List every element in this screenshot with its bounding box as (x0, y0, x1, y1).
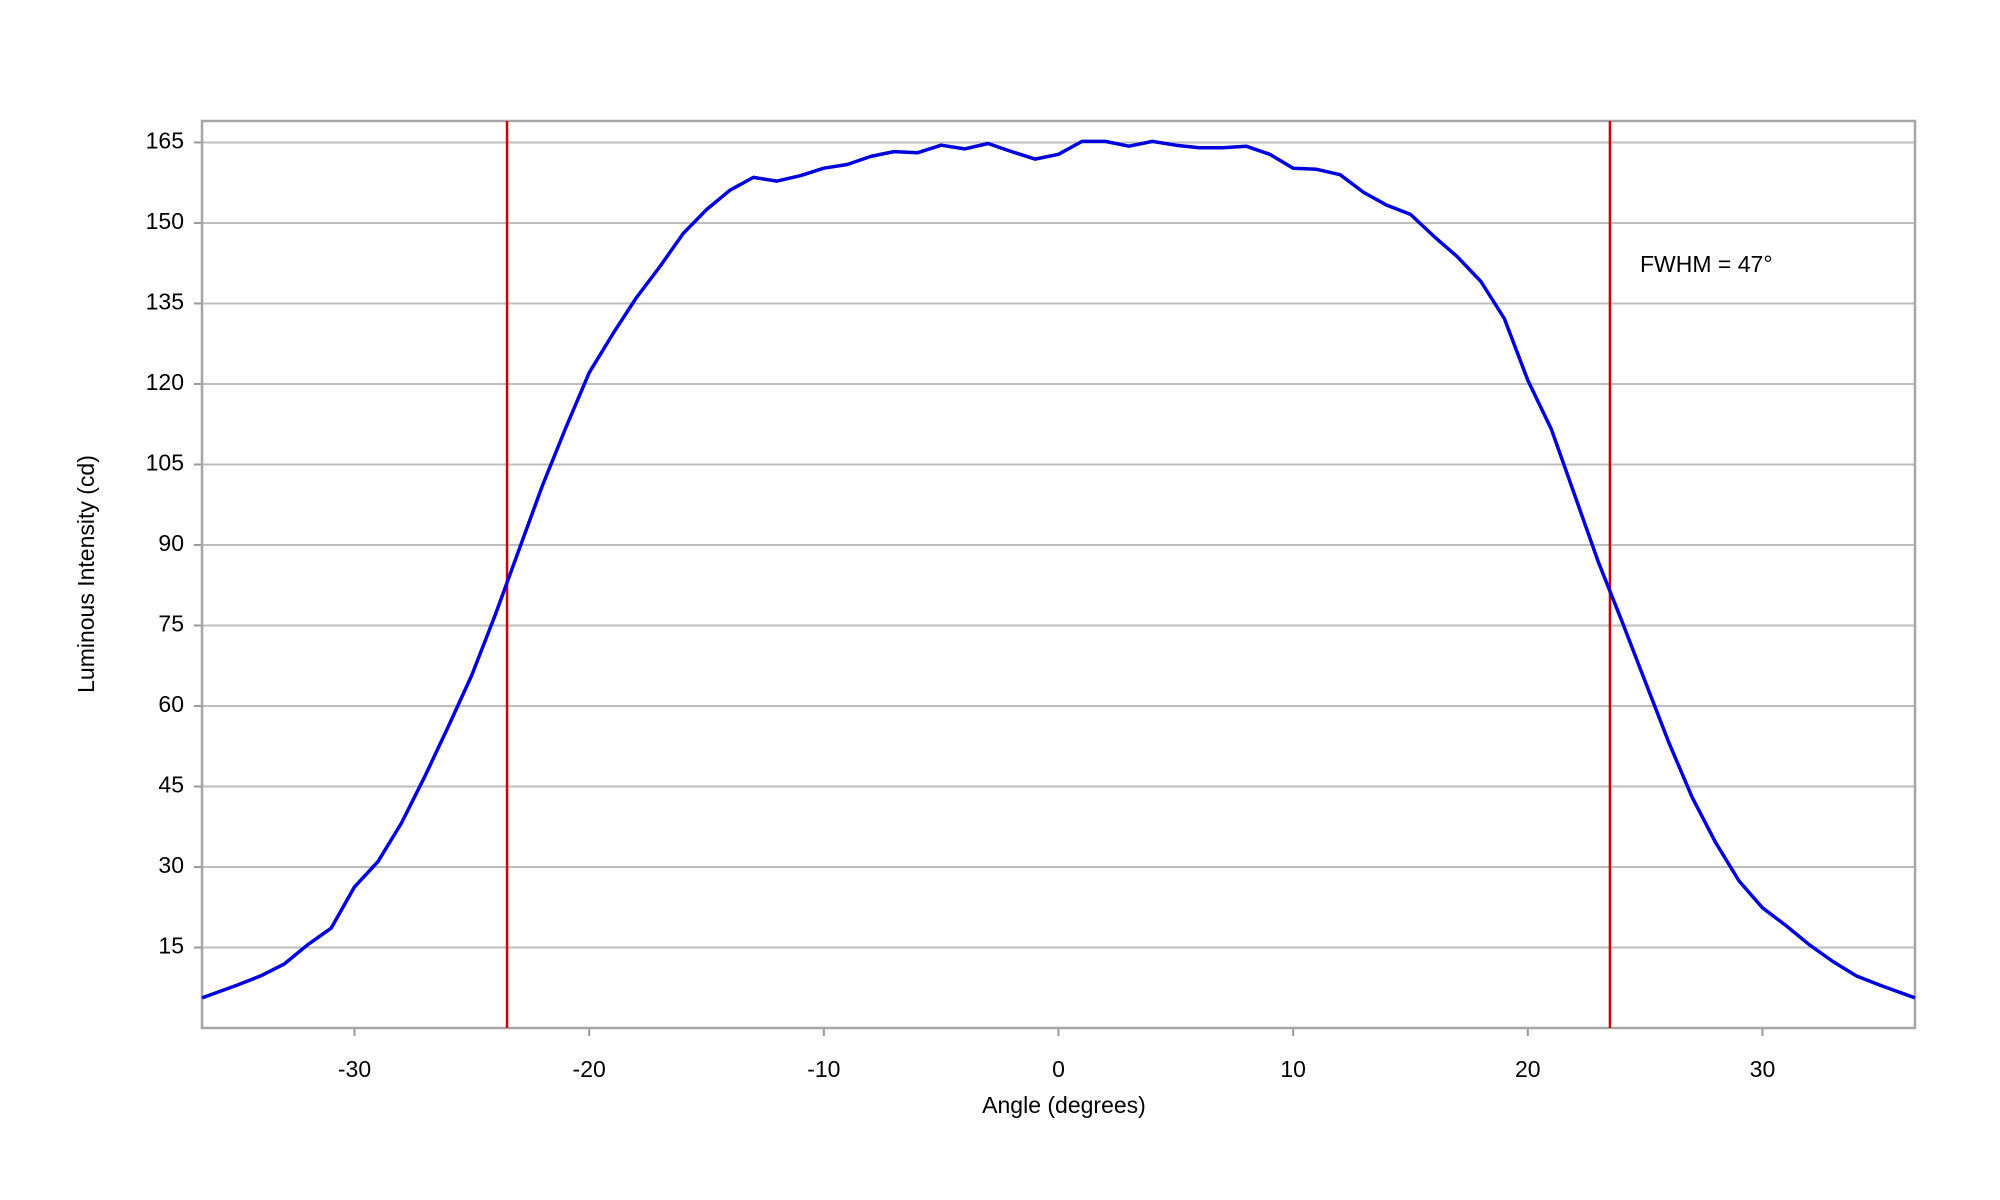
x-tick-label: -10 (807, 1056, 840, 1082)
y-axis-label: Luminous Intensity (cd) (73, 455, 99, 693)
y-tick-label: 30 (158, 852, 184, 878)
annotation: FWHM = 47° (1640, 251, 1773, 277)
x-tick-label: 0 (1052, 1056, 1065, 1082)
y-tick-label: 135 (146, 289, 184, 315)
y-tick-label: 15 (158, 933, 184, 959)
y-tick-label: 120 (146, 369, 184, 395)
y-tick-label: 165 (146, 128, 184, 154)
y-tick-label: 90 (158, 530, 184, 556)
y-tick-label: 75 (158, 611, 184, 637)
x-axis-label: Angle (degrees) (982, 1092, 1146, 1118)
x-tick-label: 10 (1280, 1056, 1306, 1082)
y-tick-label: 105 (146, 450, 184, 476)
data-line (201, 139, 1916, 1000)
plot-frame (200, 119, 1917, 1030)
y-tick-label: 60 (158, 691, 184, 717)
y-tick-label: 45 (158, 772, 184, 798)
x-tick-label: -20 (573, 1056, 606, 1082)
x-tick-label: 20 (1515, 1056, 1541, 1082)
x-tick-label: 30 (1750, 1056, 1776, 1082)
y-tick-label: 150 (146, 208, 184, 234)
x-tick-label: -30 (338, 1056, 371, 1082)
